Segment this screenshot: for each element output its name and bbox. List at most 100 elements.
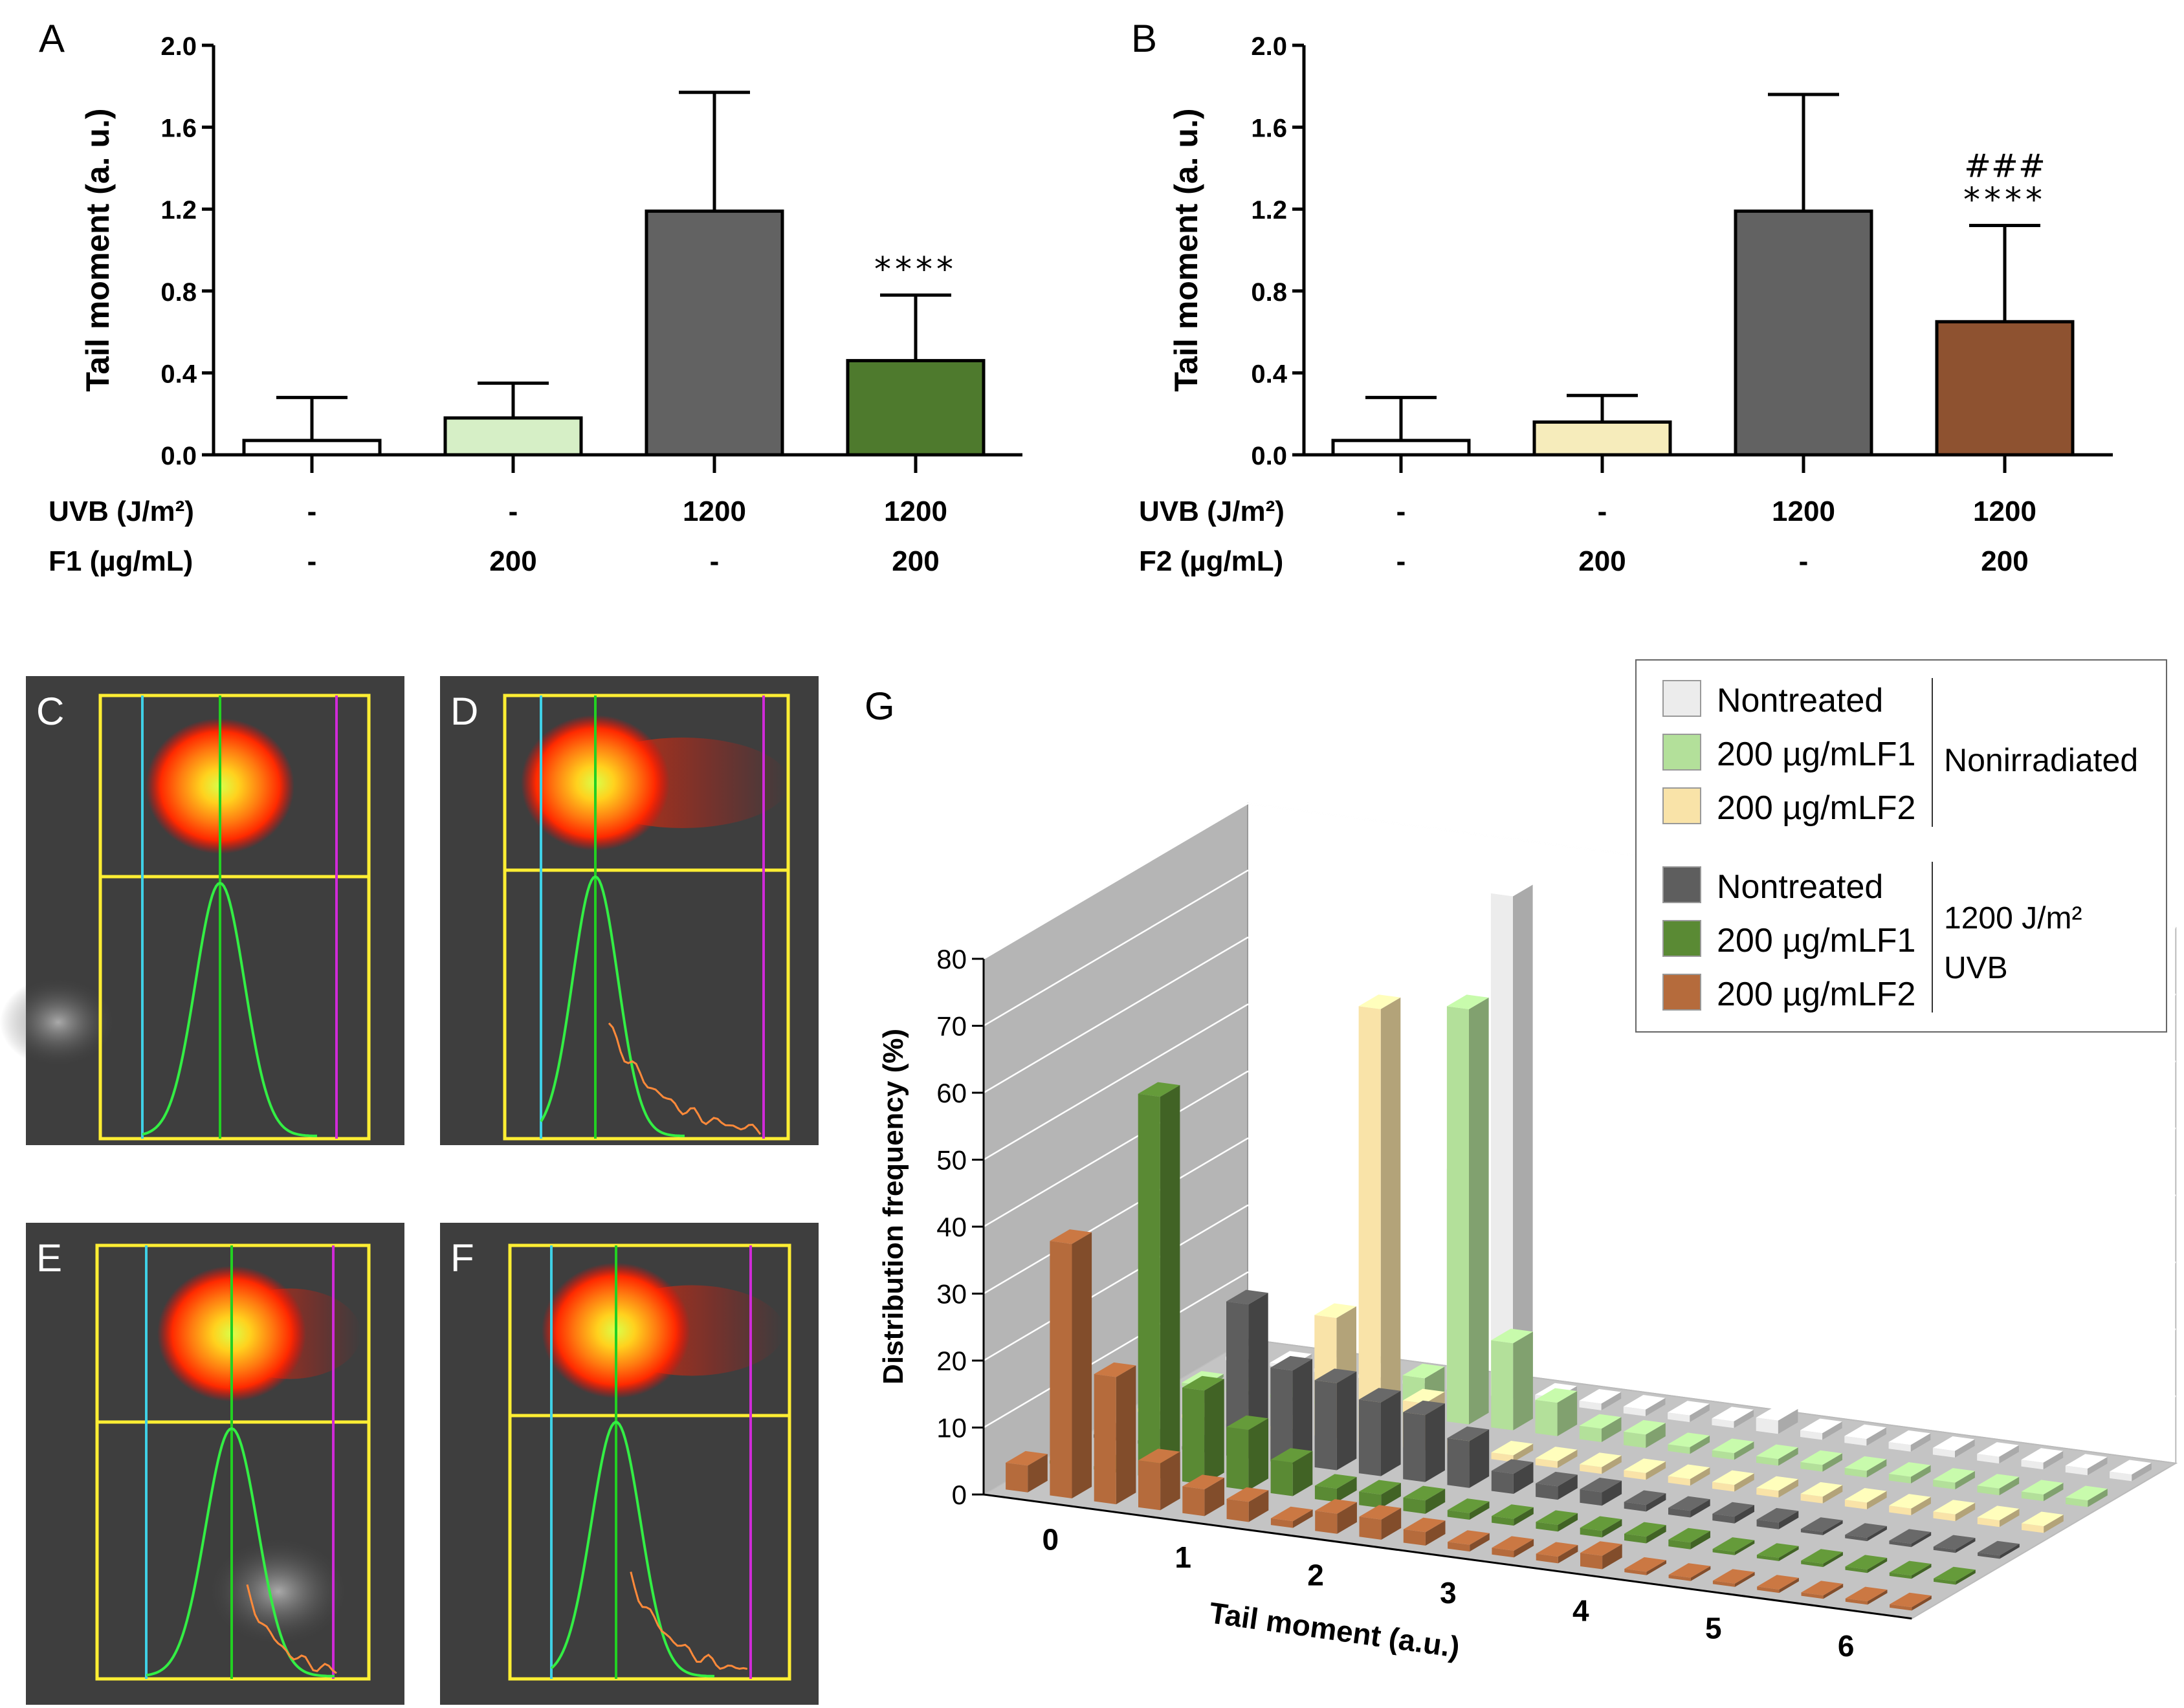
bar-3d-front [1712,1513,1735,1524]
row2-value: 200 [1578,545,1626,577]
bar-3d-top [1535,1388,1578,1403]
bar-3d-side [1778,1511,1799,1529]
bar-3d-side [1778,1408,1798,1434]
bar-3d-side [1955,1538,1976,1553]
y-tick-label: 1.2 [160,196,197,224]
cell-glow [207,1537,349,1647]
bar-3d-side [1778,1447,1798,1466]
bar-3d-side [1690,1499,1710,1518]
bar-3d-front [1932,1448,1955,1458]
bar-3d-side [1823,1551,1843,1568]
bar-3d-front [1491,1452,1514,1462]
bar-3d-top [1800,1418,1842,1434]
y-tick-label-3d: 50 [936,1145,967,1176]
bar-chart-a: 0.0 0.4 0.8 1.2 1.6 2.0 Tail moment (a. u.) - - -… [49,32,1022,577]
y-tick-label-3d: 70 [936,1011,967,1042]
bar-3d-top [2065,1454,2108,1469]
bar-3d-top [1844,1456,1887,1471]
bar-3d-top [1801,1549,1843,1564]
bar-3d-top [1712,1537,1755,1552]
bar [1734,209,1873,457]
bar-3d-side [1646,1525,1666,1544]
bar-chart-b: 0.0 0.4 0.8 1.2 1.6 2.0 Tail moment (a. u.) - - -… [1139,32,2113,577]
row2-label: F1 (µg/mL) [49,545,193,577]
bar-3d-top [1446,994,1489,1009]
bar-3d-top [1712,1502,1754,1517]
bar-3d-front [1801,1560,1824,1568]
y-tick-label-3d: 80 [936,944,967,974]
bar-3d-side [1911,1564,1932,1579]
bar-3d-top [1226,1415,1268,1430]
bar-3d-front [1182,1486,1205,1516]
bar-3d-top [2021,1480,2064,1494]
bar-3d-front [1535,1458,1558,1468]
bar-3d-top [1933,1500,1976,1515]
panel-label-g: G [865,684,895,728]
frame [98,694,371,1141]
bar-3d-side [1601,1417,1622,1442]
legend-swatch [1662,734,1701,771]
bar-3d-top [1978,1540,2020,1556]
bar-3d-top [2110,1460,2152,1475]
bar [242,439,382,457]
bar-3d-top [1535,1447,1578,1462]
legend-entry: 200 µg/mLF1 [1717,736,1915,773]
x-tick-label-3d: 1 [1175,1540,1191,1574]
bar-3d-front [1844,1467,1867,1478]
bar-3d-top [1889,1560,1932,1576]
bar-3d-front [1182,1387,1205,1485]
bar-3d-side [1336,1371,1357,1471]
bar-3d-top [1623,1395,1666,1410]
intensity-profile [540,875,685,1137]
panel-label-a: A [39,17,65,60]
legend-group-2a: 1200 J/m² [1944,901,2082,936]
bar-3d-front [1800,1430,1823,1440]
bar-3d-front [1403,1529,1426,1546]
bar-3d-top [1934,1566,1976,1582]
bar-3d-top [1359,1505,1402,1520]
bar-3d-top [1844,1488,1887,1503]
bar-3d-top [1889,1529,1932,1544]
bar-3d-front [1978,1552,2000,1559]
y-axis-label-3d: Distribution frequency (%) [877,1029,909,1385]
bar-3d-front [1977,1454,2000,1464]
bar-3d-top [1491,1441,1534,1456]
bar-3d-top [1359,1480,1401,1495]
bar-3d-front [1580,1464,1602,1474]
legend-swatch [1662,866,1701,903]
y-tick-label-3d: 60 [936,1078,967,1108]
legend-group-1: Nonirradiated [1944,742,2138,778]
bar-3d-front [2022,1523,2044,1533]
bar-3d-top [1226,1289,1268,1305]
bar-3d-side [1779,1577,1799,1593]
bar-3d-front [1314,1380,1337,1471]
bar-3d-front [1270,1367,1293,1465]
bar-3d-top [1402,1388,1445,1404]
bar-3d-top [1580,1478,1622,1493]
bar-3d-front [1801,1592,1824,1599]
bar-3d-top [1006,1451,1048,1466]
bar-3d-top [1844,1424,1886,1440]
x-tick-label-3d: 6 [1838,1629,1855,1663]
bar-3d-front [1580,1527,1602,1538]
bar-3d-side [1911,1496,1931,1516]
bar-3d-side [1160,1451,1180,1511]
bar-3d-top [1977,1505,2020,1520]
bar-3d-front [1756,1555,1779,1561]
significance-marker: **** [874,250,957,289]
bar-3d-side [2087,1457,2108,1476]
bar-3d-side [1646,1493,1666,1512]
comet-panel-c: C [0,676,404,1145]
x-tick-label-3d: 5 [1705,1612,1722,1645]
legend-entry: 200 µg/mLF2 [1717,789,1915,827]
bar [645,209,784,457]
bar-3d-front [1934,1578,1956,1585]
bar-3d-top [1756,1476,1798,1491]
bar-3d-front [1756,1456,1779,1466]
bar-3d-top [1932,1436,1975,1451]
bar-3d-top [1182,1375,1224,1391]
bar-3d-top [1888,1430,1931,1445]
legend-entry: 200 µg/mLF2 [1717,976,1915,1013]
row1-label: UVB (J/m²) [49,496,194,527]
bar-3d-top [1668,1563,1711,1578]
